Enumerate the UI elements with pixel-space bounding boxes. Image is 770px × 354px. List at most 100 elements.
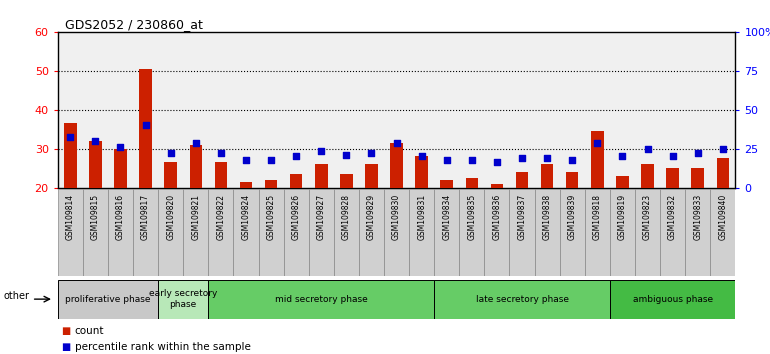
Text: GSM109837: GSM109837: [517, 194, 527, 240]
Text: GSM109840: GSM109840: [718, 194, 728, 240]
Point: [139, 122, 152, 128]
Bar: [359, 189, 384, 276]
Bar: [108, 189, 133, 276]
Point: [165, 150, 177, 155]
Bar: [616, 176, 628, 188]
Point: [290, 154, 303, 159]
Text: GSM109829: GSM109829: [367, 194, 376, 240]
Bar: [466, 178, 478, 188]
Bar: [484, 189, 510, 276]
Bar: [691, 168, 704, 188]
Bar: [283, 189, 309, 276]
Point: [365, 150, 377, 155]
Text: GSM109830: GSM109830: [392, 194, 401, 240]
Text: percentile rank within the sample: percentile rank within the sample: [75, 342, 250, 352]
Text: GSM109836: GSM109836: [493, 194, 501, 240]
Point: [466, 158, 478, 163]
Point: [490, 159, 503, 165]
Point: [265, 158, 277, 163]
Text: GSM109833: GSM109833: [693, 194, 702, 240]
Bar: [415, 156, 428, 188]
Text: GSM109826: GSM109826: [292, 194, 300, 240]
Bar: [114, 149, 127, 188]
Bar: [189, 145, 202, 188]
Bar: [309, 189, 334, 276]
Text: GSM109817: GSM109817: [141, 194, 150, 240]
Bar: [265, 180, 277, 188]
Bar: [434, 189, 459, 276]
Text: ambiguous phase: ambiguous phase: [632, 295, 713, 304]
Point: [114, 144, 126, 149]
Bar: [660, 189, 685, 276]
Point: [340, 152, 353, 157]
Bar: [315, 164, 327, 188]
Bar: [158, 280, 209, 319]
Point: [189, 140, 202, 146]
Point: [89, 138, 102, 144]
Text: ■: ■: [62, 326, 71, 336]
Text: GSM109828: GSM109828: [342, 194, 351, 240]
Bar: [290, 174, 303, 188]
Text: proliferative phase: proliferative phase: [65, 295, 151, 304]
Text: GSM109824: GSM109824: [242, 194, 250, 240]
Bar: [666, 168, 679, 188]
Bar: [64, 124, 76, 188]
Text: GDS2052 / 230860_at: GDS2052 / 230860_at: [65, 18, 203, 31]
Point: [591, 140, 604, 146]
Bar: [384, 189, 409, 276]
Text: GSM109821: GSM109821: [191, 194, 200, 240]
Bar: [685, 189, 710, 276]
Text: GSM109835: GSM109835: [467, 194, 477, 240]
Point: [215, 150, 227, 155]
Bar: [259, 189, 283, 276]
Point: [717, 146, 729, 152]
Bar: [635, 189, 660, 276]
Bar: [58, 189, 83, 276]
Bar: [183, 189, 209, 276]
Point: [541, 156, 554, 161]
Text: GSM109838: GSM109838: [543, 194, 551, 240]
Point: [566, 158, 578, 163]
Point: [440, 158, 453, 163]
Bar: [516, 172, 528, 188]
Text: GSM109814: GSM109814: [65, 194, 75, 240]
Bar: [209, 280, 434, 319]
Bar: [239, 182, 253, 188]
Bar: [591, 131, 604, 188]
Bar: [233, 189, 259, 276]
Point: [691, 150, 704, 155]
Bar: [133, 189, 158, 276]
Bar: [710, 189, 735, 276]
Text: late secretory phase: late secretory phase: [476, 295, 568, 304]
Bar: [541, 164, 554, 188]
Bar: [610, 189, 635, 276]
Point: [416, 154, 428, 159]
Bar: [390, 143, 403, 188]
Bar: [510, 189, 534, 276]
Text: GSM109827: GSM109827: [316, 194, 326, 240]
Bar: [365, 164, 378, 188]
Bar: [566, 172, 578, 188]
Bar: [717, 159, 729, 188]
Point: [641, 146, 654, 152]
Bar: [584, 189, 610, 276]
Text: other: other: [4, 291, 30, 301]
Text: early secretory
phase: early secretory phase: [149, 290, 217, 309]
Text: mid secretory phase: mid secretory phase: [275, 295, 367, 304]
Text: GSM109839: GSM109839: [567, 194, 577, 240]
Point: [315, 148, 327, 154]
Point: [64, 134, 76, 140]
Bar: [83, 189, 108, 276]
Bar: [209, 189, 233, 276]
Text: GSM109825: GSM109825: [266, 194, 276, 240]
Bar: [459, 189, 484, 276]
Text: count: count: [75, 326, 104, 336]
Bar: [165, 162, 177, 188]
Point: [616, 154, 628, 159]
Bar: [409, 189, 434, 276]
Bar: [434, 280, 610, 319]
Bar: [89, 141, 102, 188]
Text: GSM109834: GSM109834: [442, 194, 451, 240]
Bar: [158, 189, 183, 276]
Text: GSM109832: GSM109832: [668, 194, 677, 240]
